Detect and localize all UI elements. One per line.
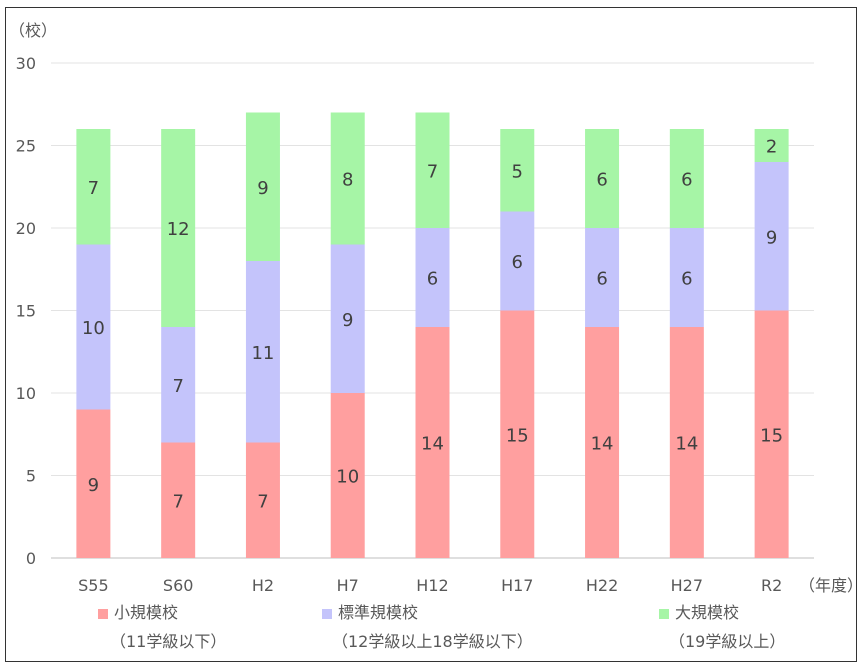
- y-tick-label: 0: [26, 549, 36, 568]
- chart-frame: 9 10 7 7 7 12 7 11 9 10 9 8 14 6 7 15 6 5 14 6 6 14 6 6 15 9 2 0 5 1…: [5, 7, 857, 662]
- x-tick-label: H27: [671, 576, 703, 595]
- data-label: 14: [591, 434, 614, 455]
- data-label: 6: [596, 269, 607, 290]
- bar-segment: [500, 129, 535, 212]
- legend-sub-small: （11学級以下）: [110, 632, 227, 651]
- bars: 9 10 7 7 7 12 7 11 9 10 9 8 14 6 7 15 6 5 14 6 6 14 6 6 15 9 2: [76, 112, 789, 558]
- y-axis-unit-label: （校）: [9, 21, 57, 40]
- data-label: 7: [172, 491, 183, 512]
- data-label: 15: [506, 425, 529, 446]
- legend-sub-standard: （12学級以上18学級以下）: [332, 632, 533, 651]
- legend-label-small: 小規模校: [114, 603, 179, 622]
- data-label: 15: [760, 425, 783, 446]
- x-axis-unit-label: （年度）: [799, 576, 856, 595]
- data-label: 7: [172, 376, 183, 397]
- data-label: 6: [681, 170, 692, 191]
- bar-segment: [500, 211, 535, 311]
- x-tick-label: S55: [78, 576, 109, 595]
- data-label: 9: [766, 227, 777, 248]
- y-axis-ticks: 0 5 10 15 20 25 30: [16, 54, 36, 568]
- bar-segment: [161, 442, 196, 558]
- data-label: 6: [512, 252, 523, 273]
- data-label: 9: [88, 475, 99, 496]
- bar-segment: [76, 129, 111, 245]
- legend-label-large: 大規模校: [675, 603, 740, 622]
- y-tick-label: 10: [16, 384, 36, 403]
- y-tick-label: 15: [16, 302, 36, 321]
- bar-segment: [415, 327, 450, 558]
- y-tick-label: 20: [16, 219, 36, 238]
- x-tick-label: H17: [501, 576, 533, 595]
- data-label: 10: [336, 467, 359, 488]
- x-tick-label: S60: [163, 576, 194, 595]
- legend-swatch-small: [98, 609, 108, 619]
- data-label: 9: [342, 310, 353, 331]
- bar-segment: [330, 112, 365, 245]
- bar-segment: [245, 442, 280, 558]
- data-label: 6: [427, 269, 438, 290]
- x-axis-ticks: S55 S60 H2 H7 H12 H17 H22 H27 R2: [78, 576, 782, 595]
- bar-segment: [76, 244, 111, 410]
- x-tick-label: H12: [416, 576, 448, 595]
- legend-swatch-standard: [322, 609, 332, 619]
- data-label: 11: [251, 343, 274, 364]
- y-tick-label: 5: [26, 467, 36, 486]
- data-label: 9: [257, 178, 268, 199]
- legend-sub-large: （19学級以上）: [669, 632, 786, 651]
- y-tick-label: 30: [16, 54, 36, 73]
- data-label: 5: [512, 161, 523, 182]
- bar-segment: [76, 409, 111, 558]
- data-label: 8: [342, 170, 353, 191]
- x-tick-label: H2: [252, 576, 274, 595]
- bar-segment: [415, 112, 450, 228]
- legend-label-standard: 標準規模校: [338, 603, 419, 622]
- bar-segment: [585, 129, 620, 228]
- bar-segment: [500, 310, 535, 558]
- bar-segment: [669, 129, 704, 228]
- bar-segment: [669, 228, 704, 327]
- data-label: 2: [766, 137, 777, 158]
- bar-segment: [330, 244, 365, 393]
- bar-segment: [754, 162, 789, 311]
- bar-segment: [245, 261, 280, 443]
- data-label: 12: [167, 219, 190, 240]
- x-tick-label: H7: [337, 576, 359, 595]
- bar-segment: [754, 129, 789, 162]
- data-label: 6: [596, 170, 607, 191]
- bar-segment: [245, 112, 280, 261]
- bar-segment: [585, 327, 620, 558]
- data-label: 14: [421, 434, 444, 455]
- bar-segment: [585, 228, 620, 327]
- data-label: 14: [675, 434, 698, 455]
- bar-segment: [669, 327, 704, 558]
- bar-segment: [754, 310, 789, 558]
- bar-segment: [330, 393, 365, 558]
- x-tick-label: R2: [761, 576, 782, 595]
- data-label: 7: [427, 161, 438, 182]
- data-label: 10: [82, 318, 105, 339]
- x-tick-label: H22: [586, 576, 618, 595]
- bar-segment: [161, 129, 196, 327]
- data-label: 7: [88, 178, 99, 199]
- bar-segment: [415, 228, 450, 327]
- y-tick-label: 25: [16, 137, 36, 156]
- legend-swatch-large: [659, 609, 669, 619]
- data-label: 6: [681, 269, 692, 290]
- data-label: 7: [257, 491, 268, 512]
- stacked-bar-chart: 9 10 7 7 7 12 7 11 9 10 9 8 14 6 7 15 6 5 14 6 6 14 6 6 15 9 2 0 5 1…: [9, 21, 856, 595]
- bar-segment: [161, 327, 196, 443]
